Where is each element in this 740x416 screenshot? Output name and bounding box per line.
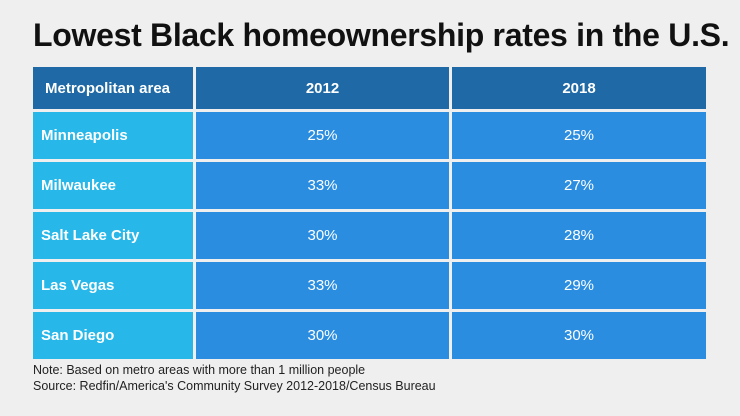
row-label: Salt Lake City [33, 209, 193, 259]
header-2018: 2018 [449, 67, 706, 109]
cell-2018: 28% [449, 209, 706, 259]
footnote: Note: Based on metro areas with more tha… [33, 362, 436, 394]
cell-2012: 33% [193, 259, 449, 309]
cell-2018: 27% [449, 159, 706, 209]
header-metropolitan-area: Metropolitan area [33, 67, 193, 109]
cell-2018: 30% [449, 309, 706, 359]
header-2012: 2012 [193, 67, 449, 109]
cell-2012: 33% [193, 159, 449, 209]
data-table: Metropolitan area 2012 2018 Minneapolis … [33, 67, 706, 359]
row-label: Las Vegas [33, 259, 193, 309]
cell-2012: 30% [193, 209, 449, 259]
source-text: Source: Redfin/America's Community Surve… [33, 379, 436, 393]
note-text: Note: Based on metro areas with more tha… [33, 363, 366, 377]
cell-2018: 25% [449, 109, 706, 159]
chart-title: Lowest Black homeownership rates in the … [33, 17, 730, 53]
row-label: Milwaukee [33, 159, 193, 209]
row-label: Minneapolis [33, 109, 193, 159]
cell-2012: 30% [193, 309, 449, 359]
row-label: San Diego [33, 309, 193, 359]
cell-2012: 25% [193, 109, 449, 159]
cell-2018: 29% [449, 259, 706, 309]
